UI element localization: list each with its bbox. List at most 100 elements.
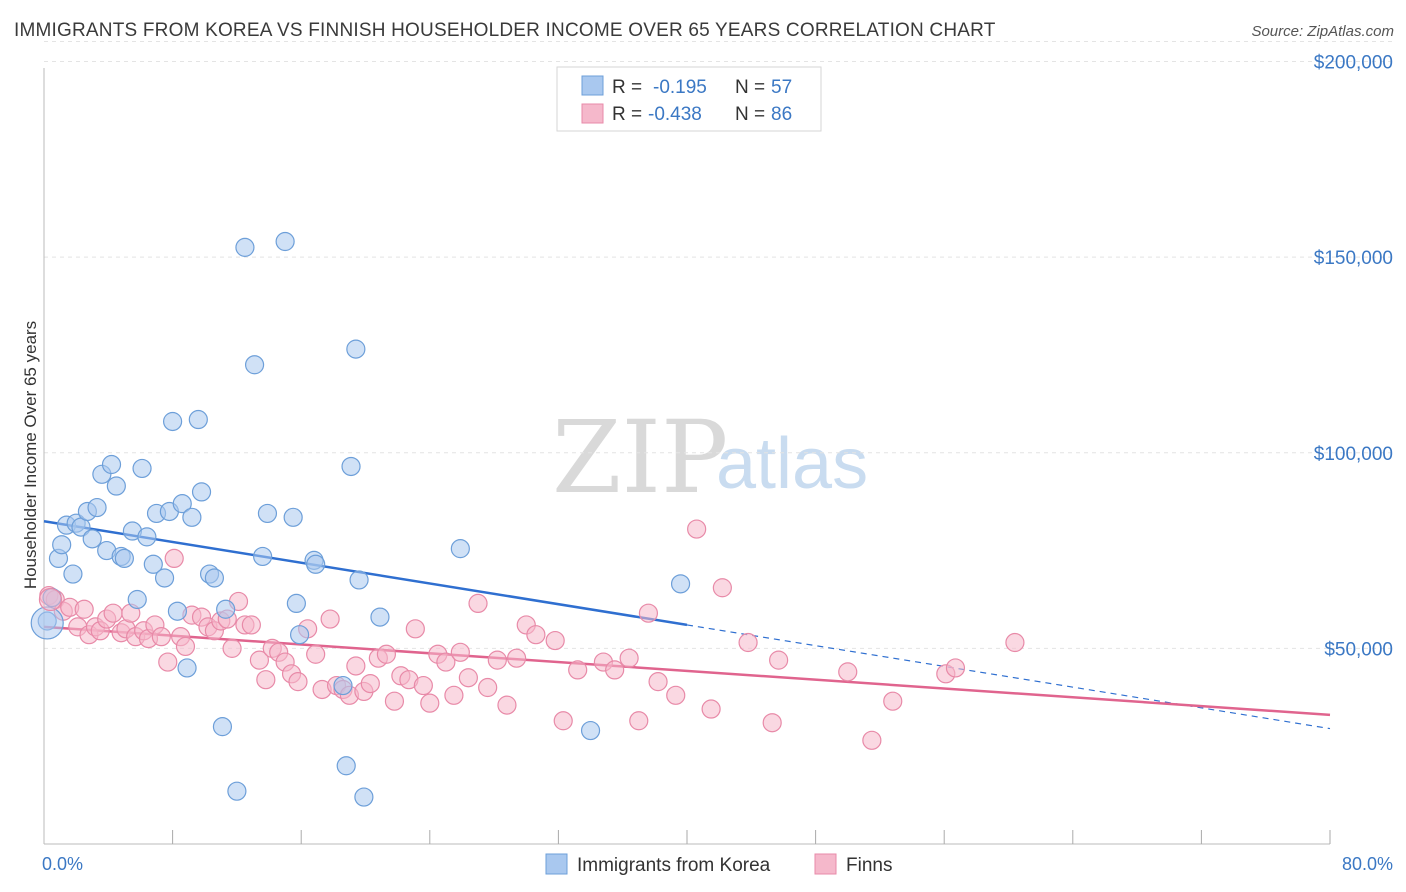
point-korea [450,539,470,559]
point-finns [405,619,425,639]
y-tick-label: $200,000 [1314,53,1393,74]
point-finns [568,660,588,680]
point-finns [458,668,478,688]
point-korea [289,625,310,645]
point-korea [286,593,306,614]
point-finns [605,660,625,680]
point-korea [114,548,134,569]
point-korea [191,482,212,502]
point-finns [241,615,261,635]
y-tick-labels: $50,000 $100,000 $150,000 $200,000 [1314,53,1393,661]
bottom-legend-swatch-finns [814,853,837,875]
point-finns [762,713,782,733]
point-korea [167,601,188,621]
y-tick-label: $50,000 [1324,639,1393,660]
point-korea [101,454,122,475]
point-finns [103,603,123,623]
legend-r-label-finns: R = [612,104,642,125]
chart-title: IMMIGRANTS FROM KOREA VS FINNISH HOUSEHO… [14,20,996,41]
point-korea [52,535,72,555]
point-korea [346,339,366,359]
point-finns [883,691,903,711]
point-korea [63,564,83,584]
legend-box: R = -0.195 N = 57 R = -0.438 N = 86 [556,66,822,132]
legend-r-value-korea: -0.195 [653,77,707,98]
point-finns-large [38,587,63,612]
point-korea [137,527,157,547]
point-korea [143,554,163,574]
watermark-zip: ZIP [552,399,728,516]
point-finns [862,730,882,750]
legend-r-value-finns: -0.438 [648,104,702,125]
point-finns [413,675,433,696]
bottom-legend-label-finns: Finns [846,855,892,876]
y-tick-label: $150,000 [1314,248,1393,269]
point-finns [769,650,789,670]
point-korea [670,574,691,594]
point-finns [487,650,507,670]
point-finns [346,656,366,676]
point-korea-large [30,606,64,640]
point-finns [666,685,686,705]
point-korea [336,756,356,776]
point-finns [507,648,527,668]
point-finns [175,636,196,657]
point-finns [306,644,326,664]
legend-n-value-finns: 86 [771,104,792,125]
point-finns [701,699,721,719]
point-finns [288,672,308,692]
point-korea [370,607,390,627]
legend-swatch-finns [581,103,604,124]
point-finns [629,711,649,731]
point-korea [354,787,374,807]
point-korea [87,497,107,518]
legend-r-label-korea: R = [612,77,642,98]
point-finns [738,632,758,653]
point-finns [320,609,340,629]
point-korea [333,675,353,696]
point-finns [158,652,178,672]
data-points [30,231,1025,807]
point-finns [222,638,242,658]
point-finns [468,593,488,614]
legend-n-label-korea: N = [735,77,765,98]
trend-line-korea-extension [686,624,1331,730]
point-finns [151,627,171,647]
axes [43,68,1331,845]
point-korea [177,658,197,678]
point-finns [249,650,270,670]
point-finns [478,677,498,698]
point-korea [204,568,224,588]
point-korea [235,237,255,257]
point-korea [188,409,208,430]
bottom-legend: Immigrants from Korea Finns [545,853,892,876]
y-tick-label: $100,000 [1314,444,1393,465]
point-finns [384,691,405,711]
point-finns [712,578,732,598]
point-finns [436,652,456,672]
point-finns [638,603,659,623]
point-korea [244,355,265,375]
legend-swatch-korea [581,75,604,96]
legend-n-value-korea: 57 [771,77,792,98]
point-finns [497,695,517,715]
point-korea [580,720,601,741]
point-finns [420,693,440,713]
legend-n-label-finns: N = [735,104,765,125]
y-axis-title: Householder Income Over 65 years [21,321,40,589]
point-korea [154,568,175,588]
point-finns [545,630,565,651]
source-label: Source: ZipAtlas.com [1251,23,1394,40]
point-korea [257,503,278,524]
point-finns [450,642,470,662]
point-finns [164,548,184,569]
point-finns [526,625,546,645]
point-finns [838,662,858,682]
point-finns [360,673,380,694]
point-korea [212,717,233,737]
point-korea [163,411,183,432]
point-finns [74,599,94,619]
point-finns [648,672,668,692]
point-finns [553,711,573,731]
